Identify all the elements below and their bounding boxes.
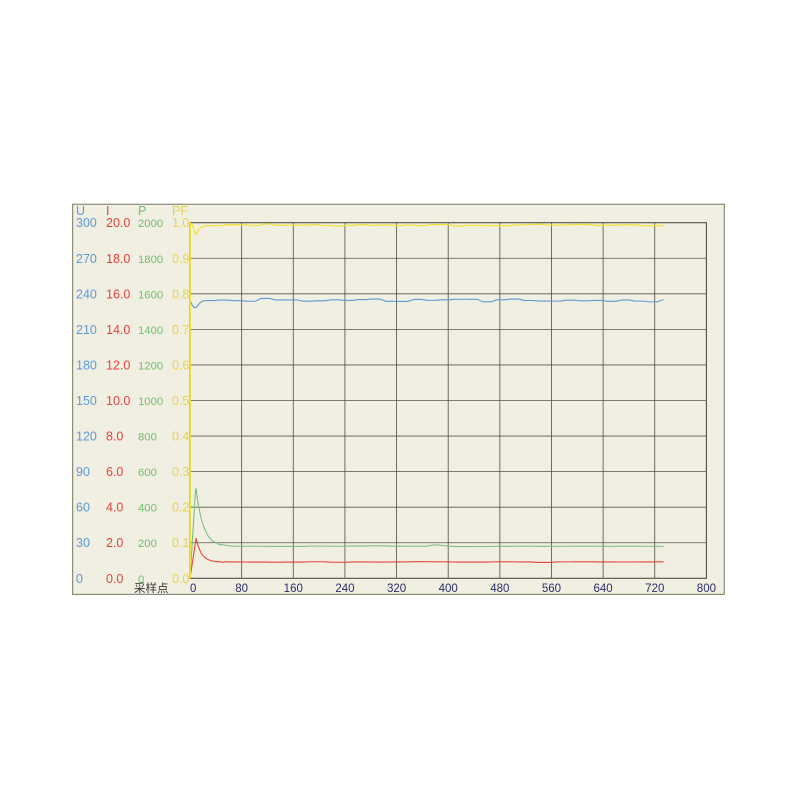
svg-text:320: 320 [387,583,406,595]
svg-text:240: 240 [335,583,354,595]
svg-text:270: 270 [76,252,97,266]
svg-text:6.0: 6.0 [106,465,123,479]
svg-text:14.0: 14.0 [106,323,130,337]
svg-text:0.6: 0.6 [172,358,189,372]
svg-text:210: 210 [76,323,97,337]
svg-text:2.0: 2.0 [106,536,123,550]
svg-text:1000: 1000 [138,396,163,408]
svg-text:P: P [138,204,146,218]
svg-text:120: 120 [76,430,97,444]
svg-text:1200: 1200 [138,360,163,372]
svg-text:560: 560 [542,583,561,595]
svg-text:0.5: 0.5 [172,394,189,408]
svg-text:1400: 1400 [138,325,163,337]
svg-text:采样点: 采样点 [134,581,169,595]
svg-text:90: 90 [76,465,90,479]
svg-text:0.0: 0.0 [106,572,123,586]
svg-text:300: 300 [76,216,97,230]
svg-text:4.0: 4.0 [106,501,123,515]
svg-text:1800: 1800 [138,254,163,266]
svg-text:30: 30 [76,536,90,550]
svg-text:800: 800 [697,583,716,595]
svg-text:1.0: 1.0 [172,216,189,230]
svg-text:0.8: 0.8 [172,287,189,301]
svg-text:20.0: 20.0 [106,216,130,230]
svg-text:640: 640 [594,583,613,595]
svg-text:1600: 1600 [138,289,163,301]
svg-text:16.0: 16.0 [106,287,130,301]
svg-text:0.3: 0.3 [172,465,189,479]
svg-text:720: 720 [645,583,664,595]
svg-text:480: 480 [490,583,509,595]
svg-text:8.0: 8.0 [106,430,123,444]
svg-text:400: 400 [138,503,157,515]
svg-text:0.7: 0.7 [172,323,189,337]
svg-text:80: 80 [235,583,248,595]
svg-text:200: 200 [138,538,157,550]
svg-text:180: 180 [76,358,97,372]
svg-text:0.9: 0.9 [172,252,189,266]
svg-text:0: 0 [76,572,83,586]
svg-text:160: 160 [284,583,303,595]
svg-text:600: 600 [138,467,157,479]
svg-text:0.1: 0.1 [172,536,189,550]
svg-text:150: 150 [76,394,97,408]
svg-text:2000: 2000 [138,218,163,230]
svg-text:0.0: 0.0 [172,572,189,586]
svg-text:0.2: 0.2 [172,501,189,515]
svg-text:400: 400 [439,583,458,595]
svg-text:800: 800 [138,432,157,444]
svg-text:18.0: 18.0 [106,252,130,266]
svg-text:0.4: 0.4 [172,430,189,444]
svg-text:0: 0 [190,583,196,595]
svg-text:10.0: 10.0 [106,394,130,408]
svg-text:60: 60 [76,501,90,515]
svg-text:12.0: 12.0 [106,358,130,372]
svg-text:240: 240 [76,287,97,301]
